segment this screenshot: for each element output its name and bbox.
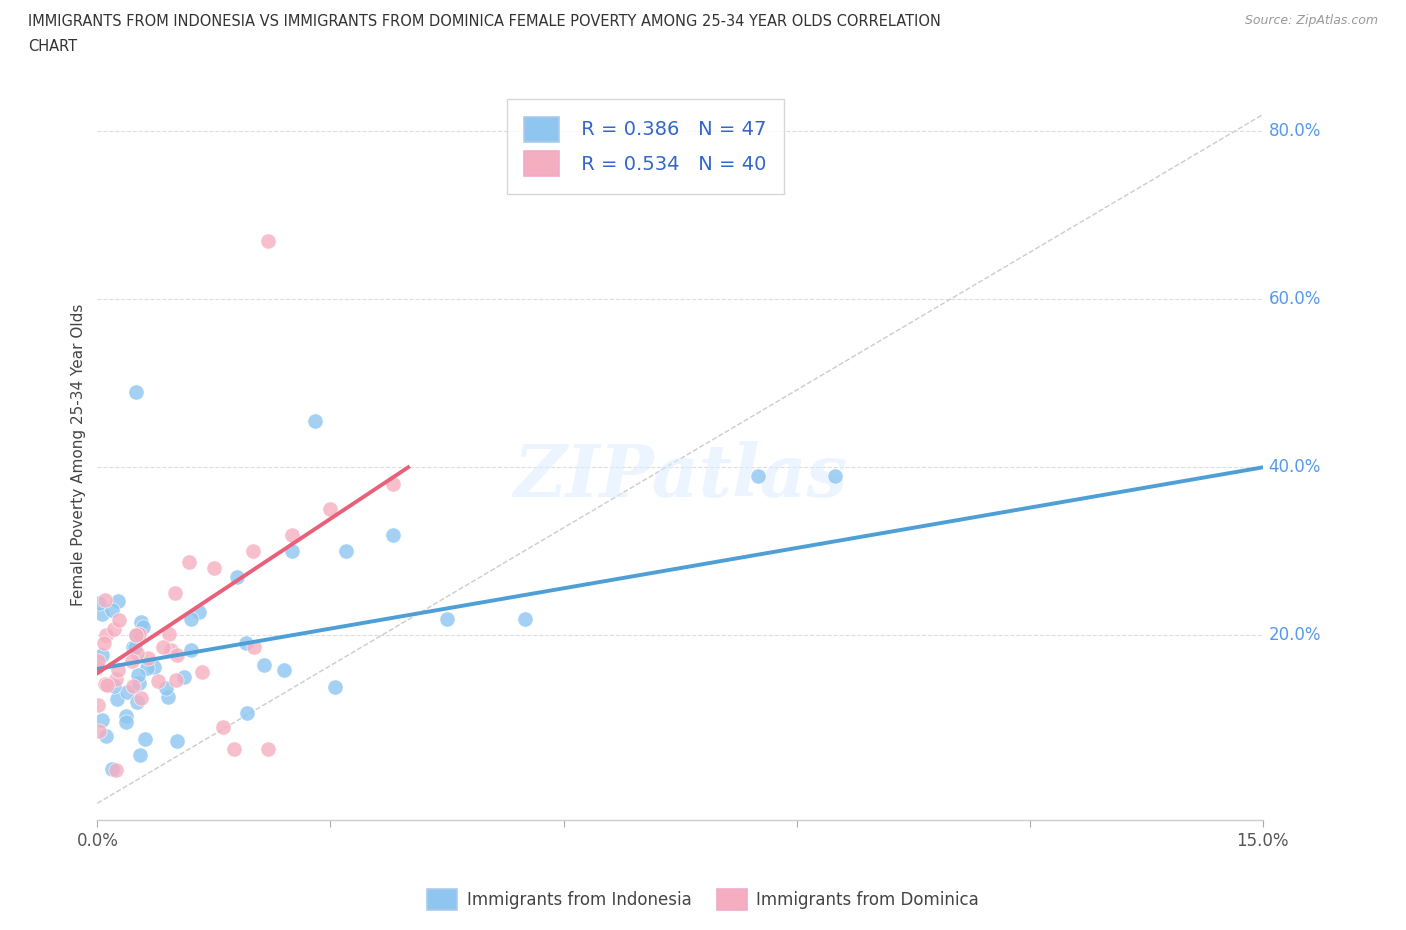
Point — [91, 713, 114, 728]
Point — [100, 603, 122, 618]
Point — [157, 690, 180, 705]
Point — [121, 654, 143, 669]
Point — [257, 233, 280, 248]
Point — [280, 544, 302, 559]
Point — [94, 592, 117, 607]
Point — [242, 544, 264, 559]
Point — [132, 619, 155, 634]
Text: 60.0%: 60.0% — [1268, 290, 1322, 309]
Point — [86, 659, 108, 674]
Point — [87, 653, 110, 668]
Point — [165, 673, 187, 688]
Point — [436, 611, 458, 626]
Point — [129, 691, 152, 706]
Point — [103, 622, 125, 637]
Point — [143, 659, 166, 674]
Point — [163, 586, 186, 601]
Point — [335, 544, 357, 559]
Point — [115, 684, 138, 699]
Text: Source: ZipAtlas.com: Source: ZipAtlas.com — [1244, 14, 1378, 27]
Text: IMMIGRANTS FROM INDONESIA VS IMMIGRANTS FROM DOMINICA FEMALE POVERTY AMONG 25-34: IMMIGRANTS FROM INDONESIA VS IMMIGRANTS … — [28, 14, 941, 29]
Point — [179, 554, 201, 569]
Point — [381, 527, 404, 542]
Point — [202, 561, 225, 576]
Point — [257, 742, 280, 757]
Point — [93, 635, 115, 650]
Point — [222, 742, 245, 757]
Point — [108, 613, 131, 628]
Point — [135, 660, 157, 675]
Point — [122, 639, 145, 654]
Text: 80.0%: 80.0% — [1268, 123, 1322, 140]
Point — [166, 647, 188, 662]
Y-axis label: Female Poverty Among 25-34 Year Olds: Female Poverty Among 25-34 Year Olds — [72, 303, 86, 606]
Point — [101, 762, 124, 777]
Point — [129, 748, 152, 763]
Point — [159, 643, 181, 658]
Point — [187, 604, 209, 619]
Point — [96, 628, 118, 643]
Text: 40.0%: 40.0% — [1268, 458, 1322, 476]
Point — [226, 569, 249, 584]
Point — [243, 640, 266, 655]
Point — [107, 593, 129, 608]
Point — [127, 668, 149, 683]
Point — [104, 671, 127, 686]
Point — [96, 677, 118, 692]
Point — [235, 705, 257, 720]
Point — [253, 658, 276, 672]
Point — [91, 647, 114, 662]
Text: 20.0%: 20.0% — [1268, 626, 1322, 644]
Point — [155, 681, 177, 696]
Point — [87, 596, 110, 611]
Point — [107, 663, 129, 678]
Point — [273, 663, 295, 678]
Point — [146, 673, 169, 688]
Point — [235, 635, 257, 650]
Point — [157, 627, 180, 642]
Point — [104, 763, 127, 777]
Point — [173, 670, 195, 684]
Point — [190, 665, 212, 680]
Text: ZIPatlas: ZIPatlas — [513, 441, 846, 512]
Point — [319, 502, 342, 517]
Point — [212, 720, 235, 735]
Legend:  R = 0.386   N = 47,  R = 0.534   N = 40: R = 0.386 N = 47, R = 0.534 N = 40 — [506, 100, 783, 193]
Point — [114, 714, 136, 729]
Point — [513, 611, 536, 626]
Point — [128, 627, 150, 642]
Point — [90, 606, 112, 621]
Point — [824, 469, 846, 484]
Point — [105, 692, 128, 707]
Point — [128, 675, 150, 690]
Point — [152, 639, 174, 654]
Point — [125, 628, 148, 643]
Point — [180, 611, 202, 626]
Point — [94, 676, 117, 691]
Point — [125, 628, 148, 643]
Point — [115, 709, 138, 724]
Point — [323, 680, 346, 695]
Point — [180, 643, 202, 658]
Point — [166, 733, 188, 748]
Text: CHART: CHART — [28, 39, 77, 54]
Point — [124, 640, 146, 655]
Point — [280, 527, 302, 542]
Point — [96, 728, 118, 743]
Point — [89, 724, 111, 738]
Point — [127, 645, 149, 660]
Point — [103, 679, 125, 694]
Point — [125, 695, 148, 710]
Point — [129, 615, 152, 630]
Point — [136, 650, 159, 665]
Point — [134, 731, 156, 746]
Point — [747, 469, 769, 484]
Legend: Immigrants from Indonesia, Immigrants from Dominica: Immigrants from Indonesia, Immigrants fr… — [420, 883, 986, 917]
Point — [304, 414, 326, 429]
Point — [381, 477, 404, 492]
Point — [122, 679, 145, 694]
Point — [125, 384, 148, 399]
Point — [87, 698, 110, 712]
